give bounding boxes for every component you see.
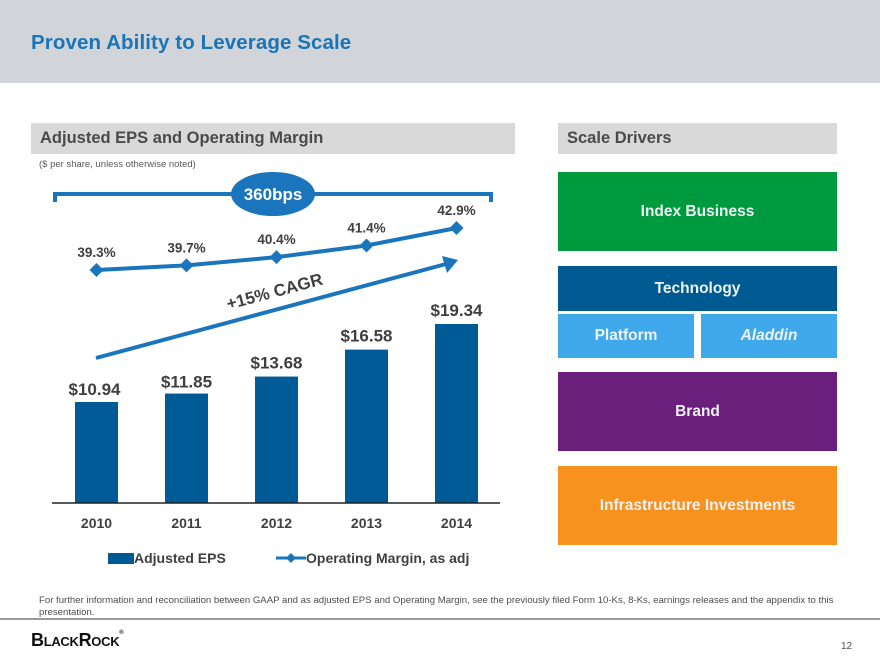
eps-bar-2013 — [345, 349, 388, 503]
driver-aladdin: Aladdin — [701, 314, 837, 358]
margin-point-2014 — [449, 221, 464, 235]
driver-label: Platform — [594, 327, 658, 344]
cagr-arrow-line — [95, 262, 447, 360]
eps-bars: $10.94 $11.85 $13.68 $16.58 $19.34 — [69, 301, 484, 503]
margin-data-label: 40.4% — [257, 232, 295, 247]
badge-text: 360bps — [244, 185, 303, 204]
driver-brand: Brand — [558, 372, 837, 451]
cagr-label: +15% CAGR — [224, 270, 324, 314]
legend-line-diamond-icon — [276, 553, 306, 563]
driver-label: Brand — [675, 402, 720, 420]
x-tick-label: 2012 — [261, 515, 292, 531]
driver-label: Aladdin — [740, 327, 798, 344]
page-title: Proven Ability to Leverage Scale — [31, 31, 352, 54]
logo-text: BlackRock — [31, 630, 120, 650]
margin-point-2013 — [359, 238, 374, 253]
eps-data-label: $16.58 — [341, 327, 393, 346]
legend-label: Operating Margin, as adj — [306, 550, 470, 566]
margin-data-label: 42.9% — [437, 203, 475, 218]
driver-infrastructure-investments: Infrastructure Investments — [558, 466, 837, 545]
eps-data-label: $10.94 — [69, 380, 122, 399]
legend-label: Adjusted EPS — [134, 550, 226, 566]
margin-point-2011 — [179, 258, 194, 273]
badge-ellipse — [231, 172, 315, 216]
driver-label: Index Business — [640, 202, 755, 220]
driver-label: Technology — [654, 279, 741, 297]
x-tick-label: 2011 — [171, 515, 202, 531]
margin-data-label: 39.3% — [77, 245, 115, 260]
eps-data-label: $19.34 — [431, 301, 484, 320]
eps-bar-2012 — [255, 376, 298, 503]
x-tick-label: 2013 — [351, 515, 382, 531]
x-tick-label: 2014 — [441, 515, 472, 531]
bracket-360bps: 360bps — [53, 172, 493, 216]
blackrock-logo: BlackRock® — [31, 630, 124, 650]
cagr-annotation: +15% CAGR — [95, 256, 458, 360]
units-note: ($ per share, unless otherwise noted) — [39, 159, 196, 170]
driver-technology: Technology — [558, 266, 837, 311]
eps-bar-2014 — [435, 324, 478, 503]
drivers-section-header: Scale Drivers — [558, 123, 837, 154]
footnote: For further information and reconciliati… — [39, 595, 834, 618]
margin-data-label: 39.7% — [167, 240, 205, 255]
margin-data-label: 41.4% — [347, 221, 385, 236]
x-axis: 2010 2011 2012 2013 2014 — [52, 502, 500, 531]
footer-divider — [0, 618, 880, 620]
eps-data-label: $13.68 — [251, 354, 303, 373]
driver-label: Infrastructure Investments — [599, 496, 796, 514]
legend-bar-swatch-icon — [108, 552, 134, 564]
legend-item-margin: Operating Margin, as adj — [276, 550, 469, 566]
margin-point-2012 — [269, 250, 284, 265]
title-band — [0, 0, 880, 83]
margin-point-2010 — [89, 263, 104, 277]
operating-margin-line: 39.3% 39.7% 40.4% 41.4% 42.9% — [77, 203, 476, 277]
eps-bar-2011 — [165, 393, 208, 503]
x-tick-label: 2010 — [81, 515, 112, 531]
driver-platform: Platform — [558, 314, 694, 358]
chart-section-title: Adjusted EPS and Operating Margin — [40, 129, 324, 147]
cagr-arrowhead-icon — [442, 256, 458, 273]
page-number: 12 — [841, 641, 853, 652]
eps-data-label: $11.85 — [161, 373, 212, 392]
drivers-section-title: Scale Drivers — [567, 129, 672, 147]
driver-index-business: Index Business — [558, 172, 837, 251]
eps-bar-2010 — [75, 402, 118, 503]
chart-section-header: Adjusted EPS and Operating Margin — [31, 123, 515, 154]
legend-item-eps: Adjusted EPS — [108, 550, 226, 566]
